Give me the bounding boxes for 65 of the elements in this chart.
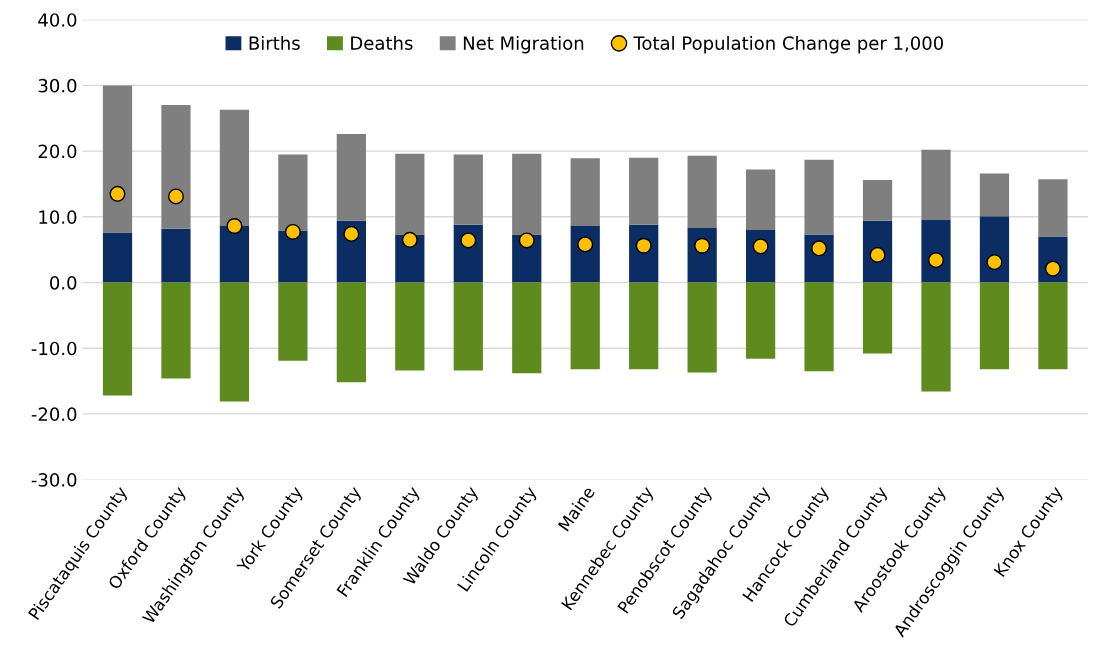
bar — [629, 157, 659, 225]
legend-label: Deaths — [351, 35, 413, 50]
bar — [278, 282, 308, 361]
bar — [862, 180, 893, 221]
bar — [979, 173, 1010, 217]
point — [577, 236, 594, 253]
y-tick-label: -30.0 — [31, 473, 77, 487]
bar — [1038, 282, 1068, 370]
point — [811, 240, 828, 257]
bar — [804, 282, 834, 372]
bar — [336, 134, 366, 221]
legend-label: Net Migration — [463, 35, 584, 54]
bar — [512, 153, 542, 235]
point — [460, 232, 477, 249]
bar — [102, 282, 133, 396]
bar — [745, 282, 776, 359]
y-tick-label: -20.0 — [31, 407, 77, 422]
bar — [161, 282, 191, 379]
bar — [102, 85, 133, 233]
bar — [862, 282, 893, 354]
bar — [395, 282, 425, 371]
y-tick-label: 30.0 — [38, 78, 77, 93]
legend-label: Births — [249, 35, 300, 50]
bar — [219, 282, 250, 402]
y-tick-label: -10.0 — [31, 341, 77, 356]
y-tick-label: 40.0 — [38, 13, 77, 27]
bar — [979, 282, 1010, 370]
point — [167, 188, 184, 205]
bar — [687, 155, 717, 228]
point — [226, 218, 243, 234]
bar — [278, 230, 308, 283]
point — [986, 254, 1003, 271]
legend-label: Total Population Change per 1,000 — [633, 35, 944, 54]
point — [109, 185, 126, 202]
bar — [629, 282, 659, 370]
bar — [161, 228, 191, 283]
bar — [453, 282, 483, 371]
bar — [921, 149, 951, 221]
y-tick-label: 10.0 — [39, 210, 77, 224]
point — [284, 223, 301, 240]
bar — [336, 282, 366, 383]
point — [928, 252, 944, 269]
bar — [1038, 179, 1068, 237]
bar — [745, 169, 776, 230]
point — [343, 225, 360, 242]
bar — [219, 226, 250, 283]
point — [401, 231, 418, 248]
point — [1044, 260, 1061, 277]
bar — [921, 282, 951, 392]
bar — [804, 159, 834, 235]
bar — [570, 158, 600, 227]
bar — [219, 109, 250, 227]
y-tick-label: 20.0 — [38, 144, 77, 159]
point — [518, 232, 535, 249]
y-tick-label: 0.0 — [50, 275, 77, 290]
bar — [687, 282, 717, 373]
bar — [453, 154, 483, 225]
point — [752, 238, 769, 255]
bar — [161, 105, 191, 229]
point — [694, 237, 711, 254]
bar — [395, 153, 425, 235]
bar — [512, 282, 542, 374]
bar — [570, 282, 600, 370]
bar — [102, 232, 133, 283]
bar — [278, 154, 308, 231]
